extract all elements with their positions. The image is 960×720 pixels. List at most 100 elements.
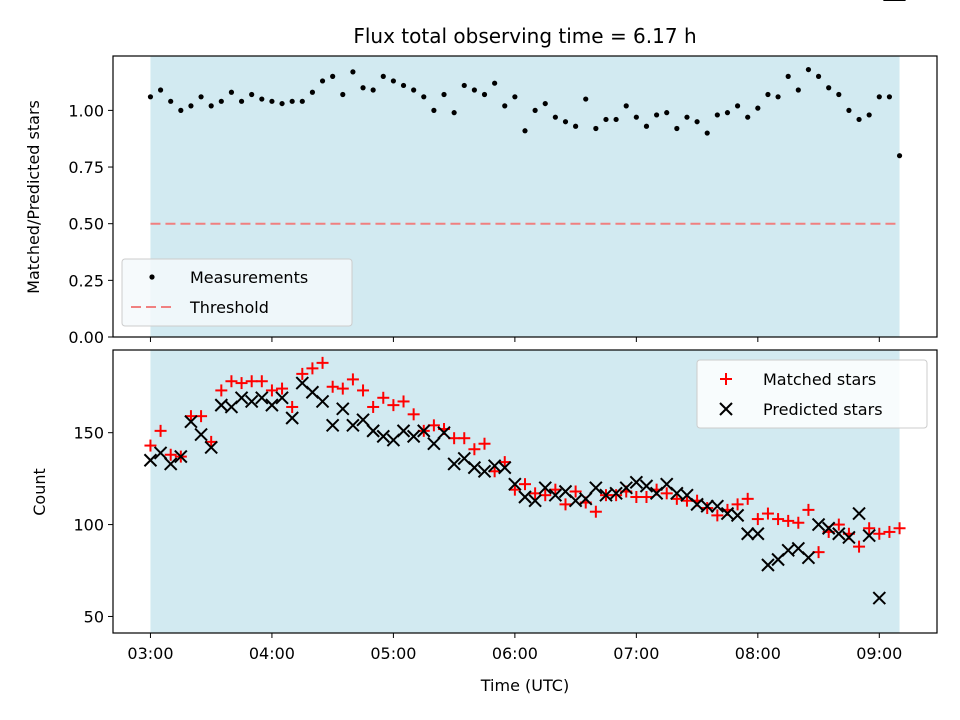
predicted-star-marker-b — [660, 477, 674, 491]
predicted-star-marker — [184, 414, 198, 429]
matched-star-marker — [589, 505, 602, 518]
measurement-point — [826, 85, 832, 91]
predicted-star-marker — [143, 453, 158, 467]
measurement-point — [319, 78, 326, 84]
predicted-star-marker — [761, 558, 775, 572]
predicted-star-marker-b — [518, 490, 532, 504]
predicted-star-marker — [437, 425, 451, 440]
predicted-star-marker — [396, 424, 411, 438]
predicted-star-marker-b — [508, 477, 522, 491]
predicted-star-marker-b — [710, 499, 725, 513]
predicted-star-marker-b — [609, 486, 623, 501]
matched-star-marker — [761, 507, 774, 520]
matched-star-marker — [184, 410, 197, 423]
predicted-star-marker-b — [153, 446, 168, 460]
measurement-point — [623, 103, 629, 109]
measurement-point — [775, 94, 781, 100]
predicted-star-marker-b — [285, 411, 299, 425]
predicted-star-marker-b — [619, 481, 633, 495]
matched-star-marker — [660, 487, 673, 500]
measurement-point — [431, 107, 437, 113]
matched-star-marker — [407, 408, 420, 421]
predicted-star-marker — [619, 481, 633, 495]
predicted-star-marker — [275, 391, 289, 405]
measurement-point — [765, 91, 771, 98]
bottom-x-tick-label: 04:00 — [249, 644, 295, 663]
matched-star-marker — [701, 502, 714, 515]
bottom-x-tick-label: 09:00 — [856, 644, 902, 663]
top-panel-title: Flux total observing time = 6.17 h — [353, 24, 696, 48]
measurement-point — [876, 94, 882, 100]
predicted-star-marker-b — [791, 541, 806, 556]
predicted-star-marker-b — [781, 543, 795, 558]
predicted-star-marker — [700, 499, 714, 513]
matched-star-marker — [265, 384, 278, 397]
matched-star-marker — [610, 489, 623, 502]
measurement-point — [492, 80, 498, 86]
predicted-star-marker-b — [295, 376, 310, 390]
measurement-point — [815, 73, 822, 79]
bottom-x-tick-label: 08:00 — [735, 644, 781, 663]
matched-star-marker — [225, 375, 238, 388]
matched-star-marker — [377, 391, 390, 404]
matched-star-marker — [255, 375, 268, 388]
predicted-star-marker-b — [457, 451, 471, 466]
measurement-point — [552, 114, 558, 120]
measurement-point — [714, 112, 720, 118]
predicted-star-marker-b — [852, 506, 866, 521]
matched-star-marker — [559, 498, 572, 511]
matched-star-marker — [357, 384, 370, 397]
top-y-tick-label: 0.25 — [68, 271, 104, 290]
measurement-point — [289, 98, 295, 104]
measurement-point — [542, 100, 548, 107]
predicted-star-marker-b — [538, 481, 552, 495]
bottom-axes-frame — [112, 349, 938, 634]
measurement-point — [846, 107, 852, 113]
top-x-ticks — [149, 337, 880, 342]
predicted-star-marker — [639, 479, 654, 493]
predicted-star-marker — [427, 437, 441, 451]
predicted-star-marker-b — [639, 479, 654, 493]
predicted-star-marker — [356, 413, 370, 427]
matched-star-marker — [741, 492, 754, 505]
predicted-star-marker-b — [761, 558, 775, 572]
measurement-point — [441, 91, 447, 98]
measurement-point — [309, 89, 316, 95]
predicted-star-marker — [710, 499, 725, 513]
matched-star-marker — [367, 400, 380, 413]
matched-star-marker — [802, 503, 815, 516]
measurement-point — [451, 110, 457, 116]
matched-star-marker — [468, 443, 481, 456]
predicted-star-marker-b — [244, 394, 259, 409]
matched-star-marker — [782, 514, 795, 527]
matched-star-marker — [144, 439, 157, 452]
predicted-star-marker-b — [700, 499, 714, 513]
matched-star-marker — [336, 382, 349, 395]
measurement-point — [522, 128, 528, 134]
measurement-point — [694, 119, 700, 125]
measurement-point — [856, 116, 862, 123]
matched-star-marker — [235, 377, 248, 390]
predicted-star-marker-b — [194, 427, 208, 442]
top-legend-box — [121, 258, 353, 327]
predicted-star-marker — [589, 481, 603, 495]
measurement-point — [886, 94, 893, 100]
predicted-star-marker — [842, 530, 856, 545]
legend-measurement-marker — [149, 274, 155, 280]
measurement-point — [157, 87, 164, 93]
measurement-point — [370, 87, 376, 93]
measurement-point — [269, 98, 275, 104]
predicted-star-marker-b — [163, 457, 178, 471]
matched-star-marker — [154, 424, 167, 437]
matched-star-marker — [276, 382, 289, 395]
predicted-star-marker-b — [589, 481, 603, 495]
measurement-point — [603, 116, 609, 123]
bottom-x-tick-label: 03:00 — [127, 644, 173, 663]
matched-star-marker — [670, 492, 683, 505]
top-panel: Flux total observing time = 6.17 h 0.000… — [24, 24, 938, 347]
legend-threshold-label: Threshold — [189, 298, 269, 317]
top-legend: Measurements Threshold — [121, 258, 353, 327]
measurement-point — [795, 87, 801, 93]
